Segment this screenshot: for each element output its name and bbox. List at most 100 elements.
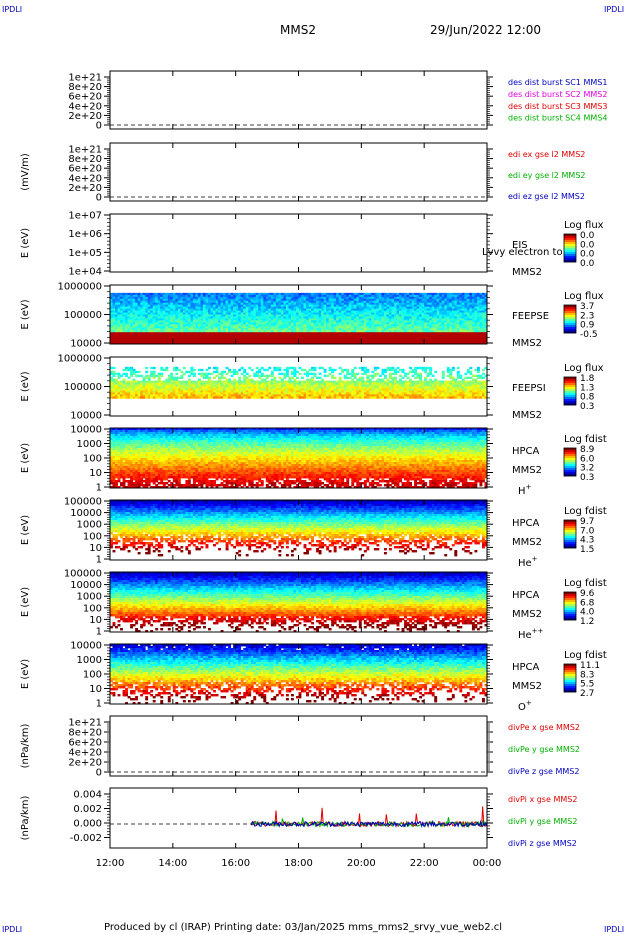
panel-feeps-e-cell <box>200 338 204 341</box>
panel-feeps-e-cell <box>243 330 247 333</box>
panel-feeps-e-cell <box>115 306 118 309</box>
panel-feeps-e-cell <box>135 336 139 339</box>
panel-feeps-e-cell <box>130 342 134 345</box>
panel-feeps-e-cell <box>195 314 199 317</box>
panel-feeps-e-cell <box>238 298 242 302</box>
panel-feeps-e-cell <box>270 308 274 311</box>
panel-feeps-e-cell <box>275 316 279 319</box>
panel-feeps-e-cell <box>275 318 279 321</box>
panel-feeps-e-cell <box>258 306 262 309</box>
panel-feeps-e-cell <box>147 302 151 306</box>
panel-feeps-e-cell <box>223 330 227 333</box>
panel-feeps-e-cell <box>165 326 169 329</box>
panel-feeps-e-cell <box>280 340 284 343</box>
panel-feeps-e-cell <box>190 322 194 325</box>
panel-feeps-e-cell <box>230 330 234 333</box>
panel-feeps-e-cell <box>278 298 282 302</box>
panel-eis-cbar-seg <box>564 236 576 239</box>
panel-feeps-e-cell <box>225 308 229 311</box>
panel-feeps-e-cell <box>225 302 229 306</box>
panel-feeps-e-cell <box>258 298 262 302</box>
panel-feeps-e-cell <box>243 314 247 317</box>
panel-feeps-e-cell <box>235 310 239 313</box>
panel-feeps-e-cell <box>145 318 149 321</box>
panel-feeps-e-cell <box>210 308 214 311</box>
panel-feeps-e-cell <box>127 320 131 323</box>
panel-feeps-e-cell <box>240 306 244 309</box>
panel-feeps-e-cell <box>245 336 249 339</box>
panel-feeps-e-cell <box>142 296 146 300</box>
panel-feeps-e-cell <box>238 328 242 331</box>
panel-feeps-e-cell <box>110 314 113 317</box>
panel-feeps-e-cell <box>275 320 279 323</box>
panel-feeps-i-cell <box>152 396 156 399</box>
panel-feeps-e-cell <box>255 328 259 331</box>
panel-feeps-e-cell <box>197 292 201 296</box>
panel-feeps-e-cell <box>275 300 279 304</box>
panel-feeps-i-cell <box>115 372 118 376</box>
panel-feeps-e-cell <box>205 330 209 333</box>
panel-feeps-i-cell <box>165 368 169 372</box>
panel-feeps-e-cell <box>150 306 154 309</box>
panel-feeps-e-cell <box>187 294 191 298</box>
panel-feeps-e-cell <box>268 328 272 331</box>
panel-feeps-e-cell <box>127 332 131 335</box>
panel-feeps-e-cell <box>230 306 234 309</box>
panel-feeps-e-cell <box>205 300 209 304</box>
panel-feeps-e-cell <box>233 300 237 304</box>
panel-feeps-e-cell <box>210 318 214 321</box>
panel-feeps-e-cell <box>177 302 181 306</box>
panel-feeps-e-cell <box>157 334 161 337</box>
panel-feeps-e-cell <box>172 320 176 323</box>
panel-feeps-e-cell <box>170 300 174 304</box>
panel-des-dist-ytick-label: 2e+20 <box>68 111 102 122</box>
panel-feeps-e-cell <box>145 322 149 325</box>
panel-feeps-e-cell <box>190 338 194 341</box>
panel-feeps-e-cell <box>162 298 166 302</box>
panel-feeps-e-cell <box>223 324 227 327</box>
panel-feeps-e-cell <box>110 342 113 345</box>
panel-feeps-e-cell <box>167 300 171 304</box>
panel-feeps-e-cell <box>230 334 234 337</box>
panel-feeps-e-cell <box>263 300 267 304</box>
panel-feeps-e-cell <box>145 316 149 319</box>
panel-feeps-e-cell <box>192 294 196 298</box>
panel-feeps-e-cell <box>117 318 121 321</box>
panel-feeps-e-cell <box>182 312 186 315</box>
panel-feeps-e-cell <box>258 292 262 296</box>
panel-feeps-e-cell <box>240 310 244 313</box>
panel-feeps-e-cell <box>260 342 264 345</box>
panel-feeps-i-cell <box>187 396 191 399</box>
panel-feeps-i-cell <box>268 374 272 378</box>
panel-feeps-e-cell <box>160 318 164 321</box>
panel-feeps-e-cell <box>218 340 221 343</box>
panel-feeps-e-cell <box>140 330 144 333</box>
panel-feeps-e-cell <box>187 312 191 315</box>
panel-feeps-e-cell <box>202 328 206 331</box>
panel-feeps-e-cell <box>240 294 244 298</box>
panel-feeps-e-cell <box>117 298 121 302</box>
panel-feeps-e-cell <box>258 304 262 308</box>
panel-feeps-e-cell <box>120 334 123 337</box>
panel-feeps-i-cell <box>248 374 252 378</box>
panel-feeps-e-cell <box>253 306 257 309</box>
panel-feeps-e-cell <box>268 298 272 302</box>
panel-feeps-e-cell <box>218 302 221 306</box>
panel-feeps-e-cell <box>160 342 164 345</box>
panel-feeps-e-cell <box>200 310 204 313</box>
panel-feeps-e-cell <box>175 316 179 319</box>
panel-feeps-e-cell <box>283 300 287 304</box>
panel-feeps-e-cell <box>122 316 126 319</box>
panel-feeps-e-cell <box>218 318 221 321</box>
panel-feeps-e-cell <box>197 316 201 319</box>
panel-feeps-e-cell <box>248 314 252 317</box>
panel-feeps-e-cell <box>145 342 149 345</box>
panel-feeps-e-cell <box>250 332 254 335</box>
panel-feeps-e-cell <box>202 340 206 343</box>
panel-feeps-e-cell <box>260 322 264 325</box>
panel-feeps-i-cell <box>177 376 181 380</box>
panel-feeps-e-cell <box>130 318 134 321</box>
panel-feeps-i-cell <box>233 396 237 399</box>
panel-feeps-e-cell <box>225 332 229 335</box>
panel-eis-cbar-seg <box>564 244 576 247</box>
